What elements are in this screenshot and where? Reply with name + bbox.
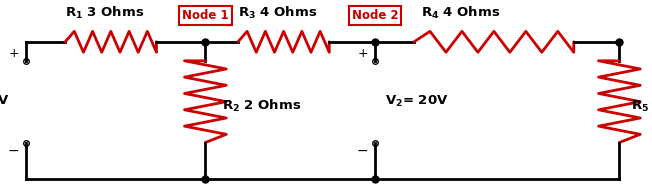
Text: $\mathbf{R_1}$ 3 Ohms: $\mathbf{R_1}$ 3 Ohms: [65, 5, 145, 21]
Text: Node 2: Node 2: [351, 9, 398, 22]
Text: $\mathbf{R_4}$ 4 Ohms: $\mathbf{R_4}$ 4 Ohms: [421, 5, 500, 21]
Text: $\mathbf{V_2}$= 20V: $\mathbf{V_2}$= 20V: [385, 94, 448, 109]
Text: −: −: [357, 143, 368, 158]
Text: $\mathbf{V_1}$= 40V: $\mathbf{V_1}$= 40V: [0, 94, 10, 109]
Text: −: −: [8, 143, 20, 158]
Text: $\mathbf{R_3}$ 4 Ohms: $\mathbf{R_3}$ 4 Ohms: [238, 5, 318, 21]
Text: +: +: [9, 47, 20, 60]
Text: $\mathbf{R_5}$ 5 Ohms: $\mathbf{R_5}$ 5 Ohms: [631, 97, 652, 113]
Text: +: +: [358, 47, 368, 60]
Text: Node 1: Node 1: [182, 9, 229, 22]
Text: $\mathbf{R_2}$ 2 Ohms: $\mathbf{R_2}$ 2 Ohms: [222, 97, 301, 113]
